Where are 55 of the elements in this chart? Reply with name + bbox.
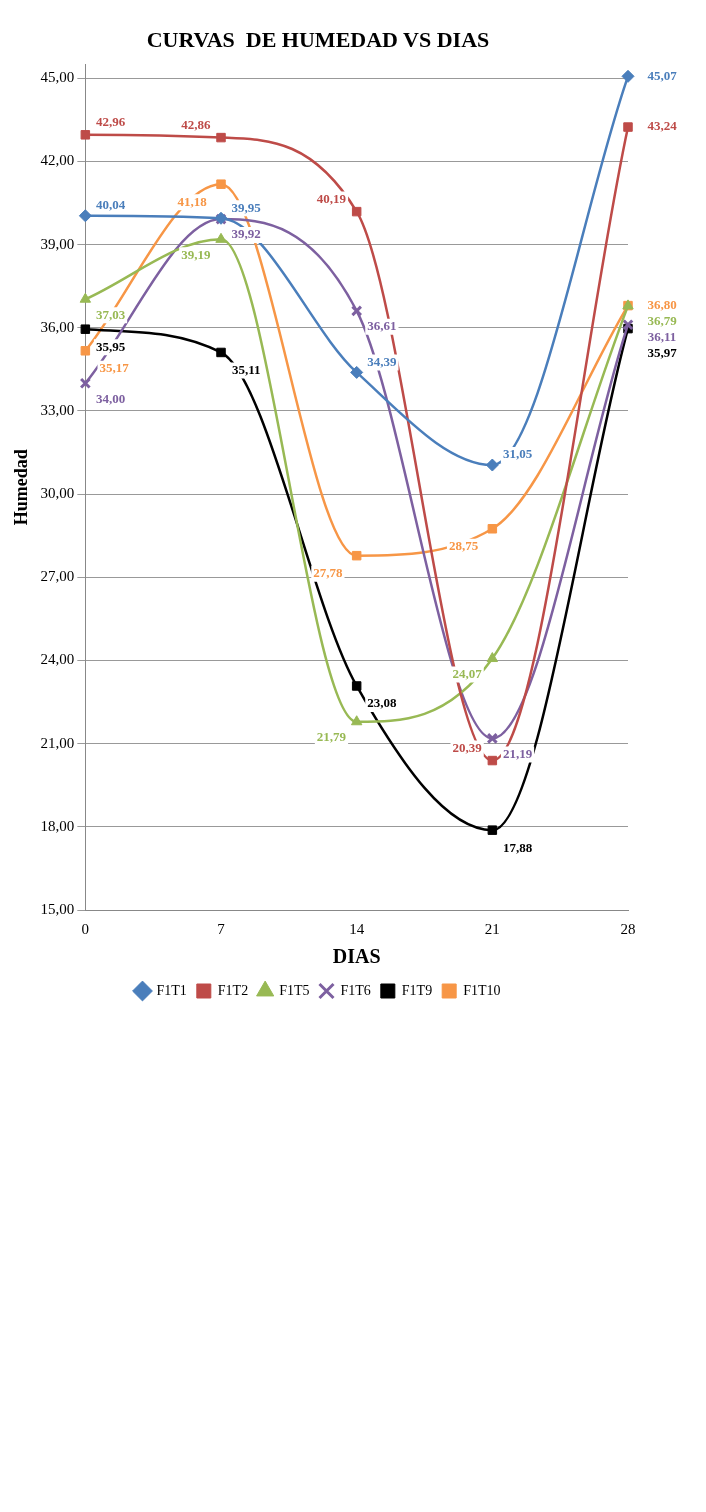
data-label: 21,79 — [316, 729, 347, 745]
y-tick-label: 39,00 — [40, 235, 75, 252]
legend-label: F1T9 — [401, 982, 433, 998]
data-label: 35,95 — [95, 338, 126, 354]
x-tick-label: 0 — [81, 920, 90, 937]
x-tick-label: 21 — [484, 920, 500, 937]
data-label: 36,79 — [647, 312, 678, 328]
data-label: 42,86 — [181, 116, 211, 132]
y-tick-label: 21,00 — [40, 734, 75, 751]
y-tick-label: 36,00 — [40, 318, 75, 335]
y-tick-label: 18,00 — [40, 817, 75, 834]
x-tick-label: 14 — [349, 920, 365, 937]
data-label: 40,04 — [95, 197, 126, 213]
legend-label: F1T10 — [463, 982, 501, 998]
data-label: 42,96 — [95, 114, 126, 130]
data-label: 17,88 — [502, 839, 533, 855]
data-label: 35,97 — [647, 344, 678, 360]
chart-title: CURVAS DE HUMEDAD VS DIAS — [146, 26, 490, 52]
data-label: 43,24 — [647, 118, 678, 134]
legend-label: F1T5 — [279, 982, 310, 998]
y-tick-label: 42,00 — [40, 152, 75, 169]
y-tick-label: 15,00 — [40, 900, 75, 917]
data-label: 39,95 — [231, 199, 262, 215]
data-label: 36,80 — [647, 296, 677, 312]
y-tick-label: 27,00 — [40, 568, 75, 585]
y-tick-label: 33,00 — [40, 401, 75, 418]
data-label: 41,18 — [177, 193, 208, 209]
data-label: 34,39 — [367, 353, 397, 369]
y-tick-label: 45,00 — [40, 69, 75, 86]
data-label: 27,78 — [313, 565, 343, 581]
data-label: 36,11 — [647, 328, 677, 344]
data-label: 24,07 — [452, 665, 483, 681]
data-label: 34,00 — [95, 390, 126, 406]
x-axis-title: DIAS — [332, 945, 381, 968]
data-label: 39,19 — [181, 246, 211, 262]
data-label: 21,19 — [502, 745, 533, 761]
y-axis-title: Humedad — [11, 449, 32, 526]
legend-label: F1T2 — [217, 982, 249, 998]
data-label: 40,19 — [316, 190, 347, 206]
data-label: 35,17 — [99, 360, 130, 376]
data-label: 23,08 — [367, 695, 397, 711]
data-label: 20,39 — [452, 739, 483, 755]
data-label: 31,05 — [502, 446, 533, 462]
y-tick-label: 30,00 — [40, 485, 75, 502]
data-label: 39,92 — [231, 226, 261, 242]
data-label: 45,07 — [647, 67, 678, 83]
x-tick-label: 28 — [620, 920, 636, 937]
legend-label: F1T1 — [156, 982, 187, 998]
data-label: 37,03 — [95, 306, 126, 322]
y-tick-label: 24,00 — [40, 651, 75, 668]
data-label: 36,61 — [367, 318, 397, 334]
data-label: 28,75 — [448, 538, 479, 554]
data-label: 35,11 — [231, 361, 261, 377]
legend-label: F1T6 — [340, 982, 371, 998]
x-tick-label: 7 — [217, 920, 226, 937]
